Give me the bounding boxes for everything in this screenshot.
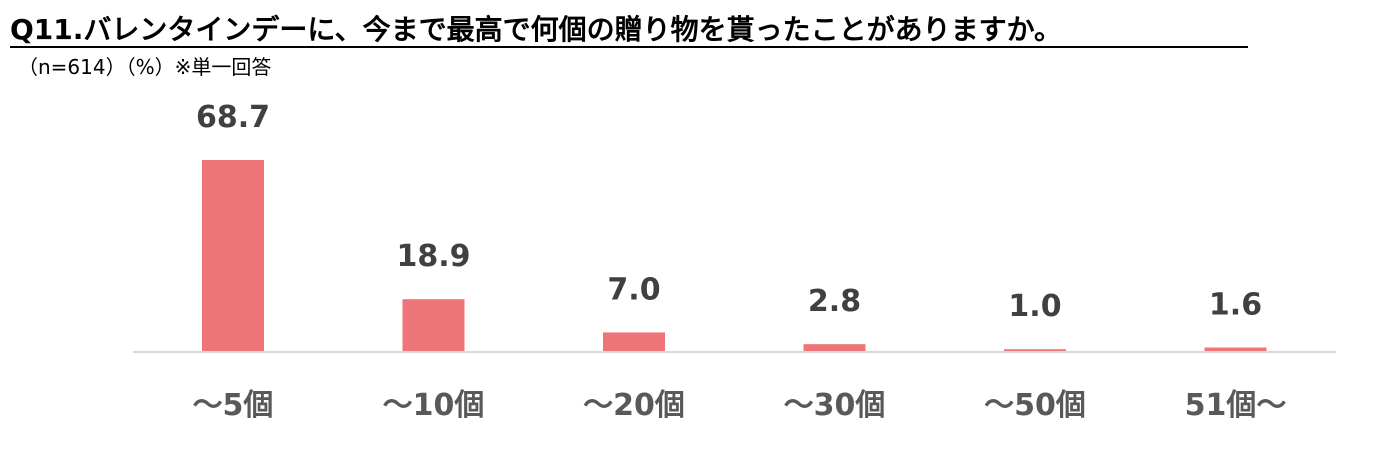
value-label-6: 1.6 xyxy=(1209,288,1262,323)
chart-title: Q11.バレンタインデーに、今まで最高で何個の贈り物を貰ったことがありますか。 xyxy=(10,13,1063,46)
category-label-5: ～50個 xyxy=(984,388,1086,423)
category-label-2: ～10個 xyxy=(383,388,485,423)
bars-group xyxy=(202,160,1267,352)
value-label-4: 2.8 xyxy=(808,284,861,319)
value-label-2: 18.9 xyxy=(396,239,470,274)
value-label-3: 7.0 xyxy=(607,272,660,307)
category-label-3: ～20個 xyxy=(583,388,685,423)
bar-6 xyxy=(1204,347,1267,352)
category-label-4: ～30個 xyxy=(784,388,886,423)
value-label-1: 68.7 xyxy=(196,100,270,135)
bar-5 xyxy=(1004,349,1066,352)
category-label-1: ～5個 xyxy=(193,388,274,423)
title-underline xyxy=(10,46,1248,48)
bar-2 xyxy=(402,299,465,352)
value-label-5: 1.0 xyxy=(1008,289,1061,324)
bar-3 xyxy=(603,332,665,352)
chart-subtitle: （n=614）（%）※単一回答 xyxy=(18,55,272,79)
category-label-6: 51個～ xyxy=(1185,388,1287,423)
bar-4 xyxy=(803,344,866,352)
bar-1 xyxy=(202,160,264,352)
labels-group: 68.7 ～5個 18.9 ～10個 7.0 ～20個 2.8 ～30個 1.0 ～50個 1.6 5… xyxy=(193,100,1287,423)
